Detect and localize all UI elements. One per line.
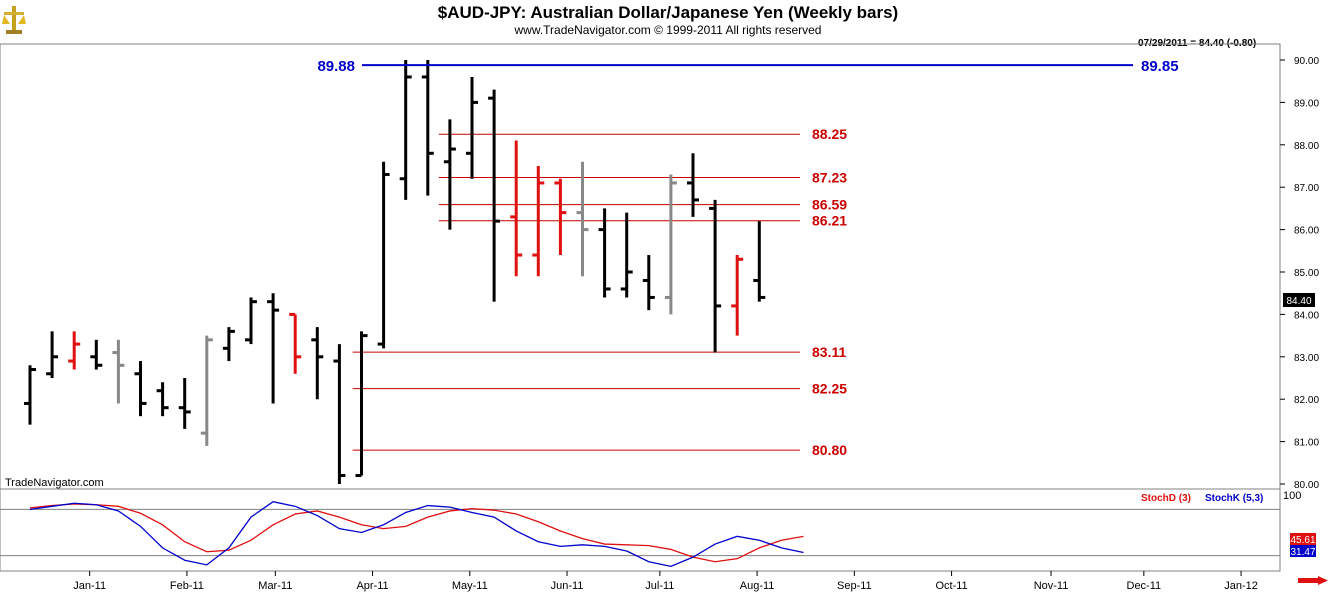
- ohlc-bar: [576, 161, 589, 277]
- stochk-last-value: 31.47: [1290, 547, 1315, 558]
- x-tick-label: Jan-11: [73, 580, 106, 592]
- ohlc-bar: [68, 331, 81, 370]
- level-label: 82.25: [812, 381, 847, 397]
- high-line: 89.88 89.85: [317, 58, 1178, 75]
- x-tick-label: Jan-12: [1224, 580, 1258, 592]
- ohlc-bar: [443, 119, 456, 230]
- y-tick-label: 81.00: [1294, 438, 1319, 449]
- x-tick-label: Oct-11: [935, 580, 967, 592]
- ohlc-bar: [156, 382, 169, 417]
- x-tick-label: Dec-11: [1127, 580, 1162, 592]
- x-axis: Jan-11 Feb-11 Mar-11 Apr-11 May-11 Jun-11 Jul-…: [73, 571, 1258, 592]
- x-tick-label: Apr-11: [356, 580, 388, 592]
- level-label: 86.21: [812, 213, 847, 229]
- ohlc-bar: [510, 140, 523, 277]
- x-tick-label: Jun-11: [551, 580, 584, 592]
- ohlc-bar: [642, 255, 655, 311]
- indicator-panel-frame: [0, 488, 1281, 572]
- y-tick-label: 90.00: [1294, 56, 1319, 67]
- ohlc-bar: [46, 331, 59, 378]
- x-tick-label: Nov-11: [1034, 580, 1069, 592]
- ohlc-bar: [289, 312, 302, 374]
- ohlc-bar: [333, 344, 346, 484]
- stoch-series-line: [29, 501, 804, 568]
- ohlc-bar: [355, 331, 368, 478]
- ohlc-bar: [112, 339, 125, 404]
- ohlc-bar: [178, 378, 191, 429]
- ohlc-bar: [664, 174, 677, 315]
- ohlc-bar: [377, 161, 390, 349]
- ohlc-bar: [554, 178, 567, 256]
- stochk-last-tag: [1290, 545, 1316, 557]
- y-tick-label: 89.00: [1294, 98, 1319, 109]
- y-tick-label: 83.00: [1294, 353, 1319, 364]
- level-label: 87.23: [812, 169, 847, 185]
- ohlc-bar: [709, 199, 722, 353]
- ohlc-bar: [134, 361, 147, 417]
- x-tick-label: Jul-11: [645, 580, 674, 592]
- x-tick-label: Mar-11: [258, 580, 292, 592]
- ohlc-bar: [267, 293, 280, 404]
- chart-title: $AUD-JPY: Australian Dollar/Japanese Yen…: [438, 3, 898, 22]
- ohlc-bar: [532, 166, 545, 277]
- ohlc-bar: [200, 335, 213, 446]
- ohlc-bar: [311, 327, 324, 400]
- ohlc-bar: [222, 327, 235, 362]
- level-label: 80.80: [812, 442, 847, 458]
- last-price-tag: [1283, 293, 1315, 307]
- level-label: 88.25: [812, 126, 847, 142]
- ohlc-bar: [399, 60, 412, 200]
- ohlc-bar: [466, 76, 478, 179]
- last-price-label: 84.40: [1286, 296, 1311, 307]
- high-line-right-label: 89.85: [1141, 58, 1179, 75]
- x-tick-label: Sep-11: [837, 580, 872, 592]
- ohlc-bar: [24, 365, 36, 425]
- x-tick-label: May-11: [452, 580, 488, 592]
- ohlc-bar: [731, 255, 744, 336]
- watermark: TradeNavigator.com: [5, 477, 104, 489]
- ohlc-bar: [753, 221, 766, 302]
- legend-stochd: StochD (3): [1141, 493, 1191, 504]
- x-tick-label: Aug-11: [740, 580, 775, 592]
- y-tick-label: 80.00: [1294, 480, 1319, 491]
- stoch-y-tick: 100: [1283, 490, 1301, 502]
- x-tick-label: Feb-11: [170, 580, 204, 592]
- scroll-right-arrow-icon[interactable]: [1298, 576, 1328, 585]
- level-label: 83.11: [812, 344, 846, 360]
- scales-logo-icon: [2, 6, 26, 34]
- y-tick-label: 85.00: [1294, 268, 1319, 279]
- chart-subtitle: www.TradeNavigator.com © 1999-2011 All r…: [514, 23, 822, 37]
- ohlc-bar: [687, 153, 699, 217]
- stochd-last-value: 45.61: [1290, 535, 1315, 546]
- y-tick-label: 88.00: [1294, 141, 1319, 152]
- level-label: 86.59: [812, 197, 847, 213]
- ohlc-bar: [245, 297, 257, 345]
- price-y-ticks: 80.00 81.00 82.00 83.00 84.00 85.00 86.00 87.00…: [1280, 56, 1319, 491]
- y-tick-label: 84.00: [1294, 310, 1319, 321]
- price-panel-frame: [0, 43, 1281, 490]
- high-line-left-label: 89.88: [317, 58, 355, 75]
- y-tick-label: 87.00: [1294, 183, 1319, 194]
- ohlc-bar: [620, 212, 633, 298]
- ohlc-bars: [24, 60, 766, 484]
- ohlc-bar: [488, 89, 501, 302]
- legend-stochk: StochK (5,3): [1205, 493, 1263, 504]
- stoch-series-line: [29, 503, 804, 563]
- ohlc-bar: [598, 208, 611, 298]
- ohlc-bar: [90, 339, 103, 370]
- y-tick-label: 86.00: [1294, 226, 1319, 237]
- stochd-last-tag: [1290, 533, 1316, 545]
- y-tick-label: 82.00: [1294, 395, 1319, 406]
- stochastic-panel: [0, 501, 1280, 568]
- ohlc-bar: [421, 60, 434, 196]
